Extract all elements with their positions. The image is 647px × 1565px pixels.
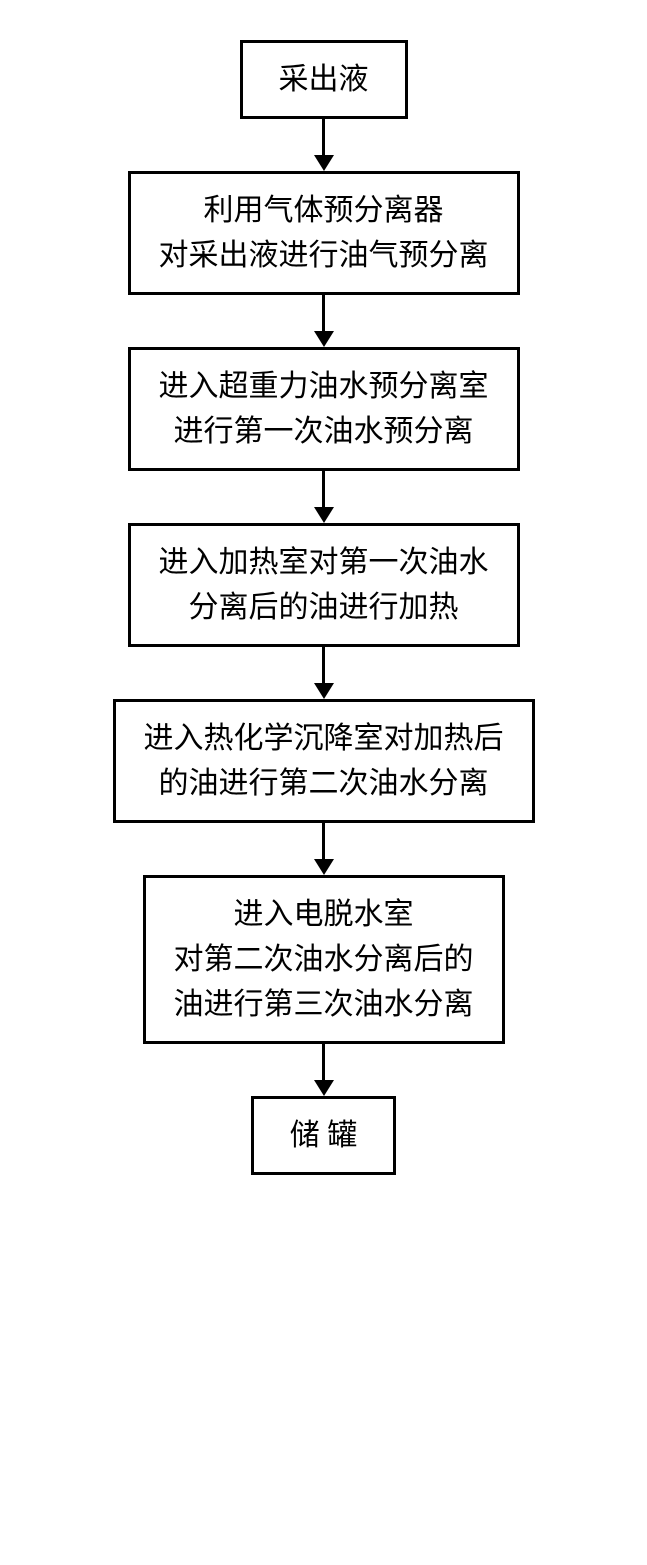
flow-node-text-line: 的油进行第二次油水分离 [144, 761, 504, 806]
arrow-line [322, 1044, 325, 1080]
arrow-line [322, 119, 325, 155]
flow-node-step2: 利用气体预分离器 对采出液进行油气预分离 [128, 171, 520, 295]
flow-node-step4: 进入加热室对第一次油水 分离后的油进行加热 [128, 523, 520, 647]
flow-arrow [314, 119, 334, 171]
flow-node-step6: 进入电脱水室 对第二次油水分离后的 油进行第三次油水分离 [143, 875, 505, 1044]
flow-node-text-line: 进入加热室对第一次油水 [159, 540, 489, 585]
arrow-line [322, 647, 325, 683]
flow-node-text: 储 罐 [290, 1113, 358, 1158]
flow-arrow [314, 471, 334, 523]
arrow-line [322, 823, 325, 859]
arrow-head-icon [314, 683, 334, 699]
flow-node-text-line: 进入热化学沉降室对加热后 [144, 716, 504, 761]
flow-node-text: 采出液 [279, 57, 369, 102]
arrow-head-icon [314, 155, 334, 171]
arrow-head-icon [314, 1080, 334, 1096]
flow-node-text-line: 进入超重力油水预分离室 [159, 364, 489, 409]
flow-node-text-line: 分离后的油进行加热 [159, 585, 489, 630]
flow-node-text-line: 油进行第三次油水分离 [174, 982, 474, 1027]
flow-arrow [314, 823, 334, 875]
flow-node-step5: 进入热化学沉降室对加热后 的油进行第二次油水分离 [113, 699, 535, 823]
flow-arrow [314, 295, 334, 347]
flow-node-step1: 采出液 [240, 40, 408, 119]
arrow-line [322, 471, 325, 507]
arrow-line [322, 295, 325, 331]
flow-arrow [314, 1044, 334, 1096]
flow-node-text-line: 对第二次油水分离后的 [174, 937, 474, 982]
flow-node-text-line: 对采出液进行油气预分离 [159, 233, 489, 278]
flow-node-text-line: 进行第一次油水预分离 [159, 409, 489, 454]
flow-node-step3: 进入超重力油水预分离室 进行第一次油水预分离 [128, 347, 520, 471]
arrow-head-icon [314, 507, 334, 523]
flow-node-text-line: 利用气体预分离器 [159, 188, 489, 233]
flow-node-step7: 储 罐 [251, 1096, 397, 1175]
flowchart-container: 采出液 利用气体预分离器 对采出液进行油气预分离 进入超重力油水预分离室 进行第… [113, 40, 535, 1175]
arrow-head-icon [314, 331, 334, 347]
flow-arrow [314, 647, 334, 699]
arrow-head-icon [314, 859, 334, 875]
flow-node-text-line: 进入电脱水室 [174, 892, 474, 937]
